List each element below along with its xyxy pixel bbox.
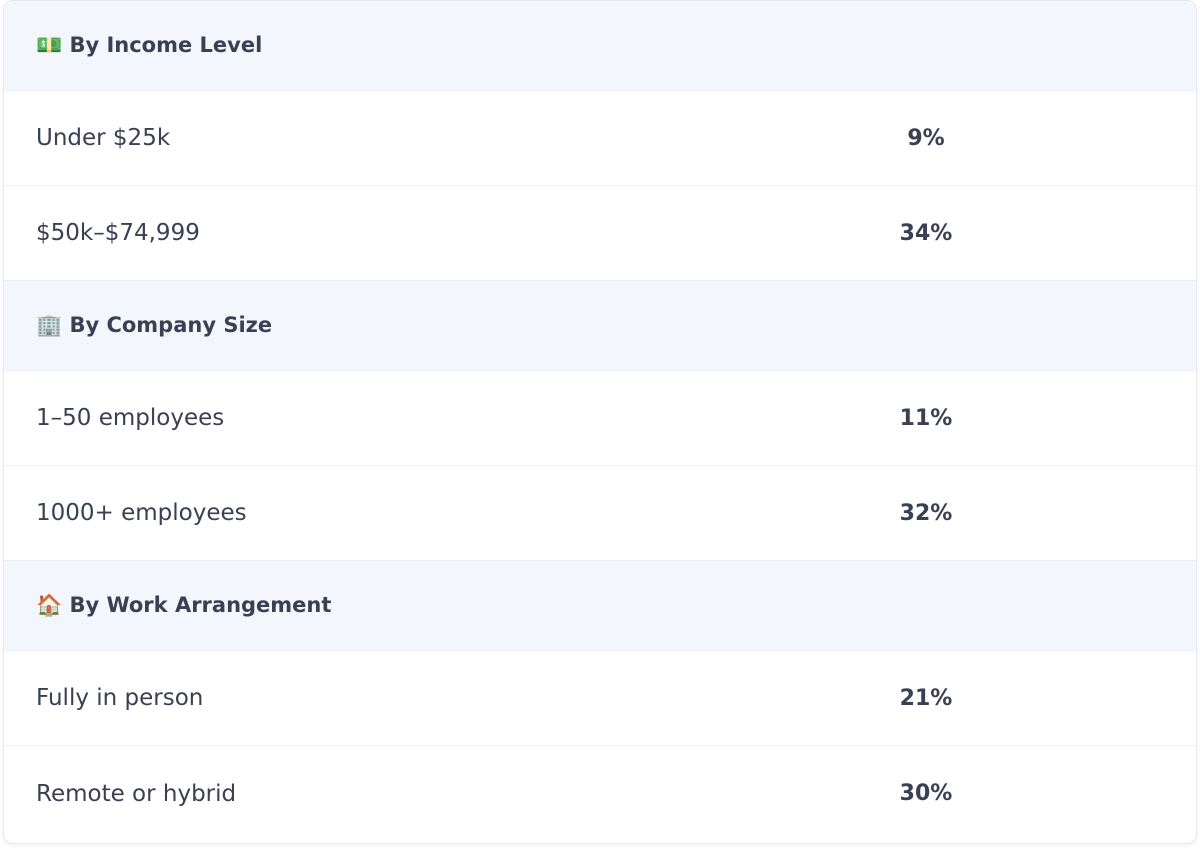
row-value: 30% bbox=[899, 781, 953, 806]
row-label: Remote or hybrid bbox=[36, 780, 237, 807]
row-label: 1000+ employees bbox=[36, 500, 247, 526]
row-label: Fully in person bbox=[36, 685, 204, 711]
row-value: 32% bbox=[899, 500, 953, 526]
row-value: 11% bbox=[899, 405, 953, 431]
row-value: 9% bbox=[907, 125, 945, 151]
table-row: 1–50 employees 11% bbox=[4, 371, 1196, 466]
row-label: Under $25k bbox=[36, 125, 171, 151]
row-label: 1–50 employees bbox=[36, 405, 225, 431]
row-value: 34% bbox=[899, 220, 953, 246]
breakdown-table: 💵 By Income Level Under $25k 9% $50k–$74,99… bbox=[3, 0, 1197, 844]
section-header: 💵 By Income Level bbox=[4, 1, 1196, 91]
section-header: 🏢 By Company Size bbox=[4, 281, 1196, 371]
table-row: 1000+ employees 32% bbox=[4, 466, 1196, 561]
table-row: Remote or hybrid 30% bbox=[4, 746, 1196, 841]
row-label: $50k–$74,999 bbox=[36, 220, 200, 246]
table-row: Under $25k 9% bbox=[4, 91, 1196, 186]
table-row: $50k–$74,999 34% bbox=[4, 186, 1196, 281]
row-value: 21% bbox=[899, 685, 953, 711]
table-row: Fully in person 21% bbox=[4, 651, 1196, 746]
section-header: 🏠 By Work Arrangement bbox=[4, 561, 1196, 651]
